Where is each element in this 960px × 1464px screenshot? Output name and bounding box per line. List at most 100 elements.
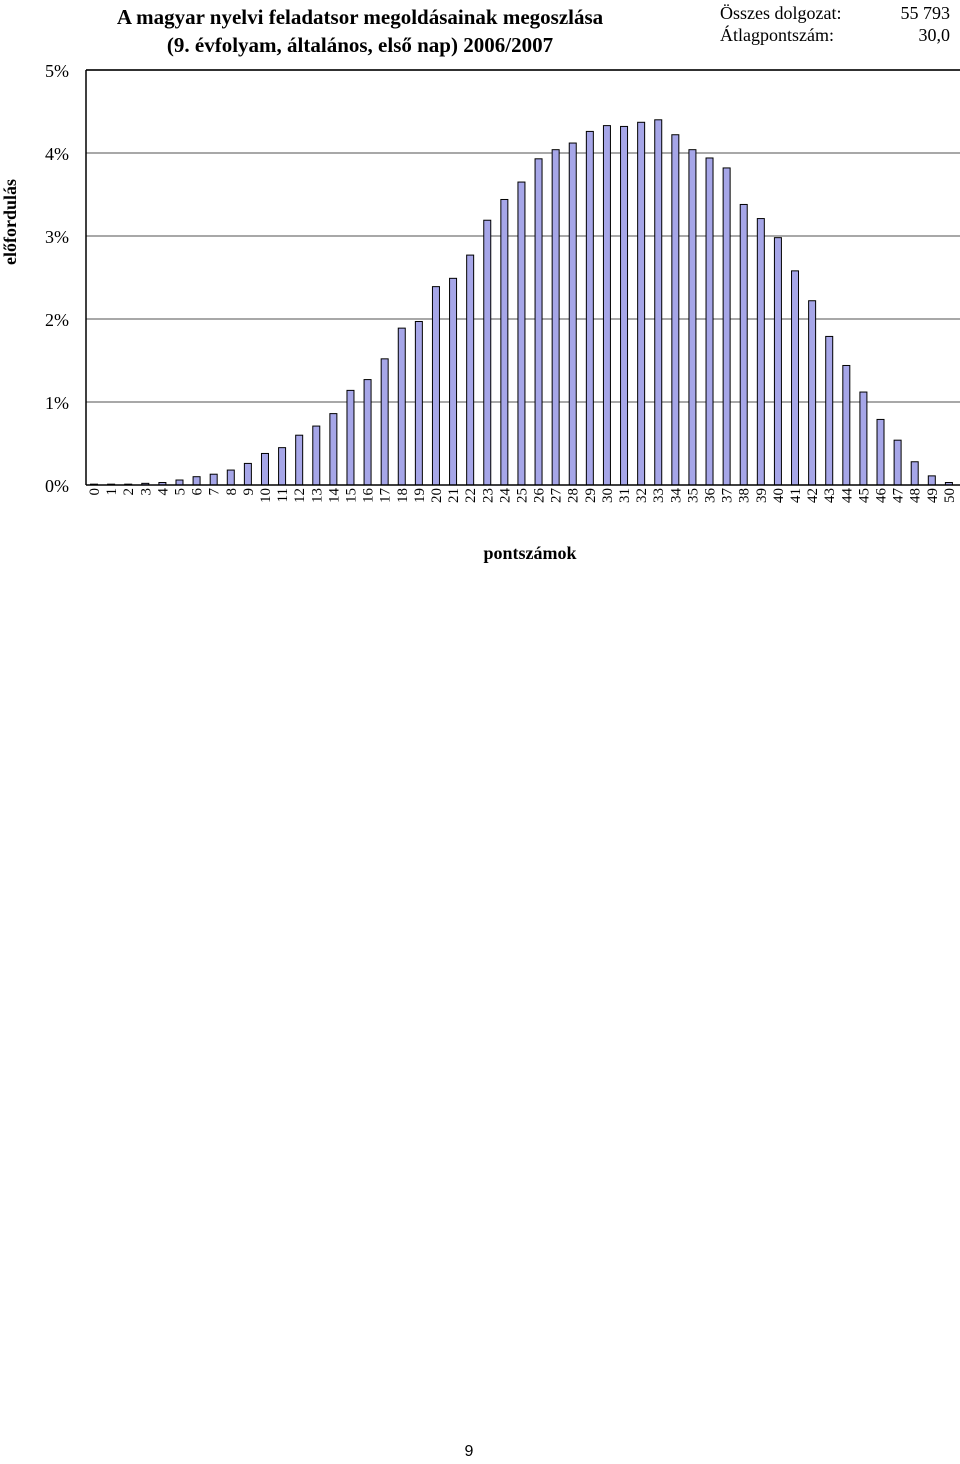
x-tick-label: 33: [651, 488, 667, 503]
page-number: 9: [464, 1443, 474, 1460]
x-tick-label: 48: [908, 488, 924, 503]
bar: [295, 434, 304, 486]
bar: [671, 134, 680, 486]
bar: [483, 219, 492, 486]
y-tick-label: 5%: [45, 61, 69, 81]
average-score-value: 30,0: [919, 25, 951, 45]
x-axis-label: pontszámok: [483, 543, 576, 563]
x-tick-label: 14: [326, 488, 342, 504]
chart-title: A magyar nyelvi feladatsor megoldásainak…: [117, 5, 604, 29]
bar: [688, 149, 697, 486]
bar: [534, 158, 543, 486]
bar: [312, 425, 321, 486]
y-tick-label: 1%: [45, 393, 69, 413]
x-tick-label: 0: [87, 488, 103, 496]
x-tick-label: 2: [121, 488, 137, 496]
x-tick-label: 10: [258, 488, 274, 503]
x-tick-label: 11: [275, 488, 291, 502]
x-tick-label: 31: [617, 488, 633, 503]
x-tick-label: 27: [549, 488, 565, 504]
x-tick-label: 34: [668, 488, 684, 504]
x-tick-label: 18: [395, 488, 411, 503]
bar: [739, 203, 748, 486]
x-tick-label: 46: [874, 488, 890, 504]
chart: A magyar nyelvi feladatsor megoldásainak…: [0, 3, 960, 563]
x-tick-label: 40: [771, 488, 787, 503]
x-tick-label: 41: [788, 488, 804, 503]
bar: [756, 218, 765, 486]
plot-frame: [85, 69, 960, 486]
bar: [431, 286, 440, 486]
bar: [773, 237, 782, 486]
bar: [363, 379, 372, 486]
bar: [449, 277, 458, 486]
bar: [722, 167, 731, 486]
average-score-label: Átlagpontszám:: [720, 24, 834, 45]
x-tick-label: 38: [737, 488, 753, 503]
x-tick-label: 37: [720, 488, 736, 504]
total-papers-value: 55 793: [901, 3, 951, 23]
bar: [791, 270, 800, 486]
x-tick-label: 23: [480, 488, 496, 503]
x-tick-label: 44: [839, 488, 855, 504]
bar: [842, 364, 851, 486]
bar: [893, 439, 902, 486]
x-tick-label: 3: [138, 488, 154, 496]
chart-subtitle: (9. évfolyam, általános, első nap) 2006/…: [167, 33, 553, 57]
x-tick-label: 13: [309, 488, 325, 503]
bar: [551, 149, 560, 486]
bar: [825, 335, 834, 486]
x-tick-label: 4: [155, 488, 171, 496]
bar: [585, 130, 594, 486]
x-tick-label: 43: [822, 488, 838, 503]
x-tick-label: 24: [497, 488, 513, 504]
x-tick-label: 32: [634, 488, 650, 503]
y-axis-ticks: 0% 1% 2% 3% 4% 5%: [45, 61, 69, 496]
bar: [602, 125, 611, 486]
bar: [346, 389, 355, 486]
x-tick-label: 12: [292, 488, 308, 503]
bar: [927, 475, 936, 486]
bar: [637, 121, 646, 486]
x-tick-label: 25: [514, 488, 530, 503]
x-tick-label: 16: [361, 488, 377, 504]
x-tick-label: 21: [446, 488, 462, 503]
x-tick-label: 45: [856, 488, 872, 503]
bar: [568, 142, 577, 486]
bar: [414, 320, 423, 486]
x-tick-label: 8: [224, 488, 240, 496]
y-axis-label: előfordulás: [0, 179, 20, 265]
bar: [329, 413, 338, 486]
bar: [466, 254, 475, 486]
bar: [260, 452, 269, 486]
x-tick-label: 7: [207, 488, 223, 496]
x-tick-label: 30: [600, 488, 616, 503]
bar: [500, 198, 509, 486]
bar: [243, 462, 252, 486]
x-tick-label: 50: [942, 488, 958, 503]
y-tick-label: 3%: [45, 227, 69, 247]
bar: [209, 473, 218, 486]
x-tick-label: 6: [190, 488, 206, 496]
bar: [705, 157, 714, 486]
x-tick-label: 36: [703, 488, 719, 504]
bar: [910, 461, 919, 486]
x-tick-label: 1: [104, 488, 120, 496]
x-tick-label: 15: [343, 488, 359, 503]
x-tick-label: 9: [241, 488, 257, 496]
bar: [876, 418, 885, 486]
x-tick-label: 22: [463, 488, 479, 503]
y-tick-label: 4%: [45, 144, 69, 164]
x-tick-label: 35: [685, 488, 701, 503]
x-tick-label: 29: [583, 488, 599, 503]
y-tick-label: 0%: [45, 476, 69, 496]
x-tick-label: 17: [378, 488, 394, 504]
bars: [90, 119, 953, 486]
bar: [654, 119, 663, 486]
y-tick-label: 2%: [45, 310, 69, 330]
x-tick-label: 26: [532, 488, 548, 504]
x-tick-label: 47: [891, 488, 907, 504]
x-tick-label: 28: [566, 488, 582, 503]
bar: [278, 447, 287, 486]
x-tick-label: 49: [925, 488, 941, 503]
